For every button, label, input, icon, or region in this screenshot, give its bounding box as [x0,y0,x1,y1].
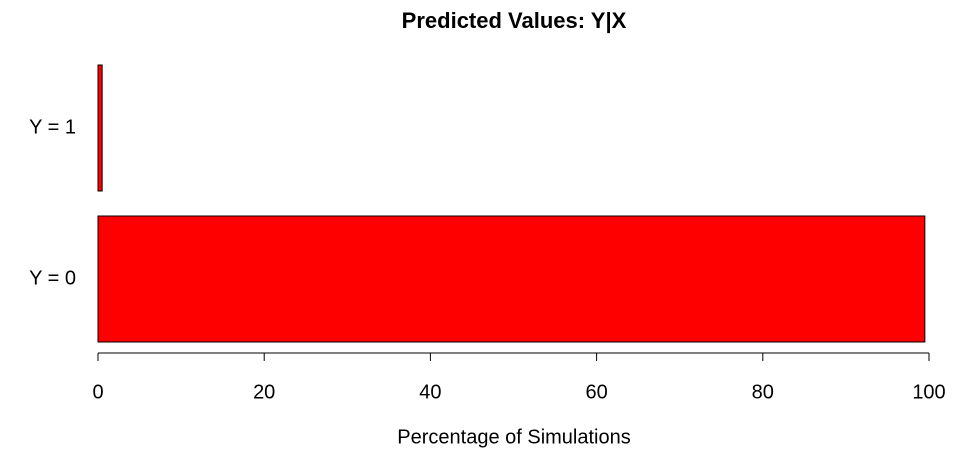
x-axis-title: Percentage of Simulations [397,426,630,448]
bar [97,64,103,192]
x-tick-label: 60 [585,381,607,403]
x-tick-label: 100 [912,381,945,403]
chart-title: Predicted Values: Y|X [402,8,627,33]
x-tick-label: 0 [92,381,103,403]
y-tick-label: Y = 0 [29,267,76,289]
x-tick-label: 40 [419,381,441,403]
x-tick-label: 80 [752,381,774,403]
bar [97,215,926,343]
x-tick-label: 20 [253,381,275,403]
y-tick-label: Y = 1 [29,116,76,138]
